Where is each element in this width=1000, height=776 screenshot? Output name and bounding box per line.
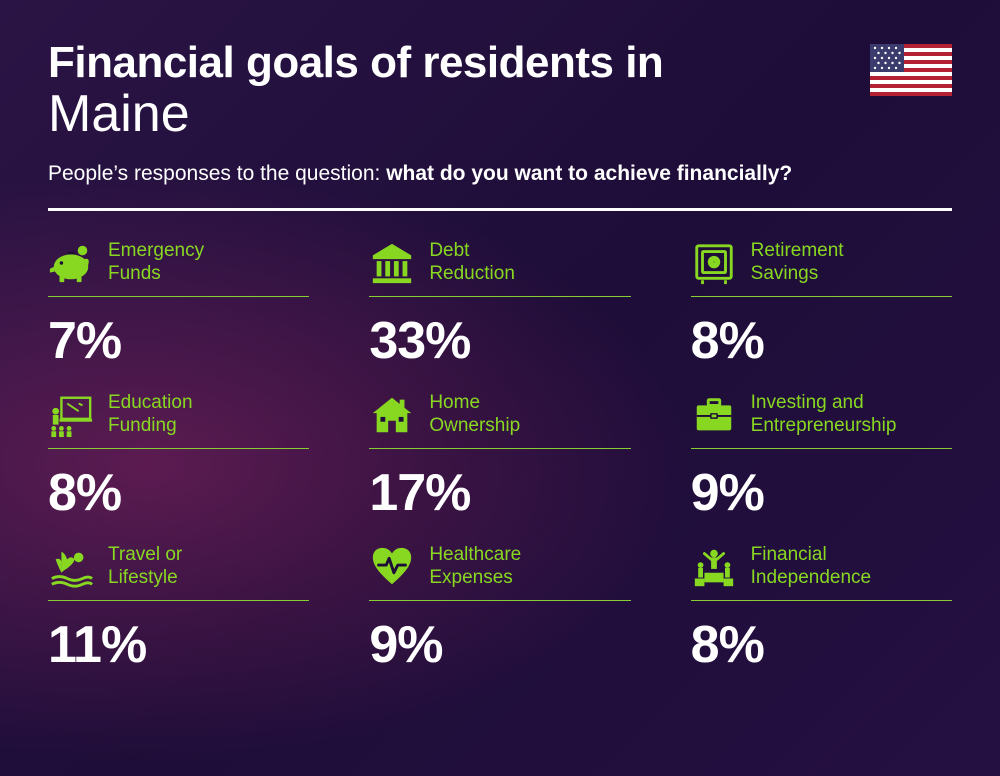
stat-label: HomeOwnership: [429, 392, 520, 438]
subtitle-bold: what do you want to achieve financially?: [386, 162, 792, 185]
header: Financial goals of residents in Maine Pe…: [48, 38, 952, 211]
stat-value: 8%: [691, 311, 952, 371]
stat-card: EmergencyFunds 7%: [48, 239, 309, 371]
stat-card: HomeOwnership 17%: [369, 391, 630, 523]
divider: [48, 208, 952, 211]
stat-card: Travel orLifestyle 11%: [48, 543, 309, 675]
stat-label: EmergencyFunds: [108, 240, 204, 286]
stats-grid: EmergencyFunds 7% DebtReduction 33% Reti…: [48, 239, 952, 675]
stat-value: 8%: [48, 463, 309, 523]
education-icon: [48, 392, 94, 438]
title-prefix: Financial goals of residents in: [48, 38, 952, 88]
stat-value: 7%: [48, 311, 309, 371]
stat-label: RetirementSavings: [751, 240, 844, 286]
title-location: Maine: [48, 84, 952, 144]
travel-icon: [48, 544, 94, 590]
card-head: FinancialIndependence: [691, 543, 952, 601]
card-head: Travel orLifestyle: [48, 543, 309, 601]
stat-value: 17%: [369, 463, 630, 523]
subtitle: People’s responses to the question: what…: [48, 162, 952, 186]
stat-value: 9%: [691, 463, 952, 523]
card-head: EmergencyFunds: [48, 239, 309, 297]
stat-label: EducationFunding: [108, 392, 193, 438]
card-head: HealthcareExpenses: [369, 543, 630, 601]
card-head: DebtReduction: [369, 239, 630, 297]
stat-card: HealthcareExpenses 9%: [369, 543, 630, 675]
safe-icon: [691, 240, 737, 286]
home-icon: [369, 392, 415, 438]
subtitle-lead: People’s responses to the question:: [48, 162, 386, 185]
stat-value: 11%: [48, 615, 309, 675]
stat-label: FinancialIndependence: [751, 544, 871, 590]
us-flag-icon: [870, 44, 952, 96]
stat-label: Travel orLifestyle: [108, 544, 182, 590]
card-head: RetirementSavings: [691, 239, 952, 297]
stat-card: DebtReduction 33%: [369, 239, 630, 371]
stat-card: RetirementSavings 8%: [691, 239, 952, 371]
healthcare-icon: [369, 544, 415, 590]
card-head: HomeOwnership: [369, 391, 630, 449]
stat-value: 8%: [691, 615, 952, 675]
briefcase-icon: [691, 392, 737, 438]
card-head: EducationFunding: [48, 391, 309, 449]
bank-icon: [369, 240, 415, 286]
stat-label: Investing andEntrepreneurship: [751, 392, 897, 438]
stat-value: 9%: [369, 615, 630, 675]
stat-card: Investing andEntrepreneurship 9%: [691, 391, 952, 523]
stat-label: DebtReduction: [429, 240, 515, 286]
stat-card: FinancialIndependence 8%: [691, 543, 952, 675]
piggy-bank-icon: [48, 240, 94, 286]
stat-card: EducationFunding 8%: [48, 391, 309, 523]
stat-label: HealthcareExpenses: [429, 544, 521, 590]
card-head: Investing andEntrepreneurship: [691, 391, 952, 449]
independence-icon: [691, 544, 737, 590]
stat-value: 33%: [369, 311, 630, 371]
